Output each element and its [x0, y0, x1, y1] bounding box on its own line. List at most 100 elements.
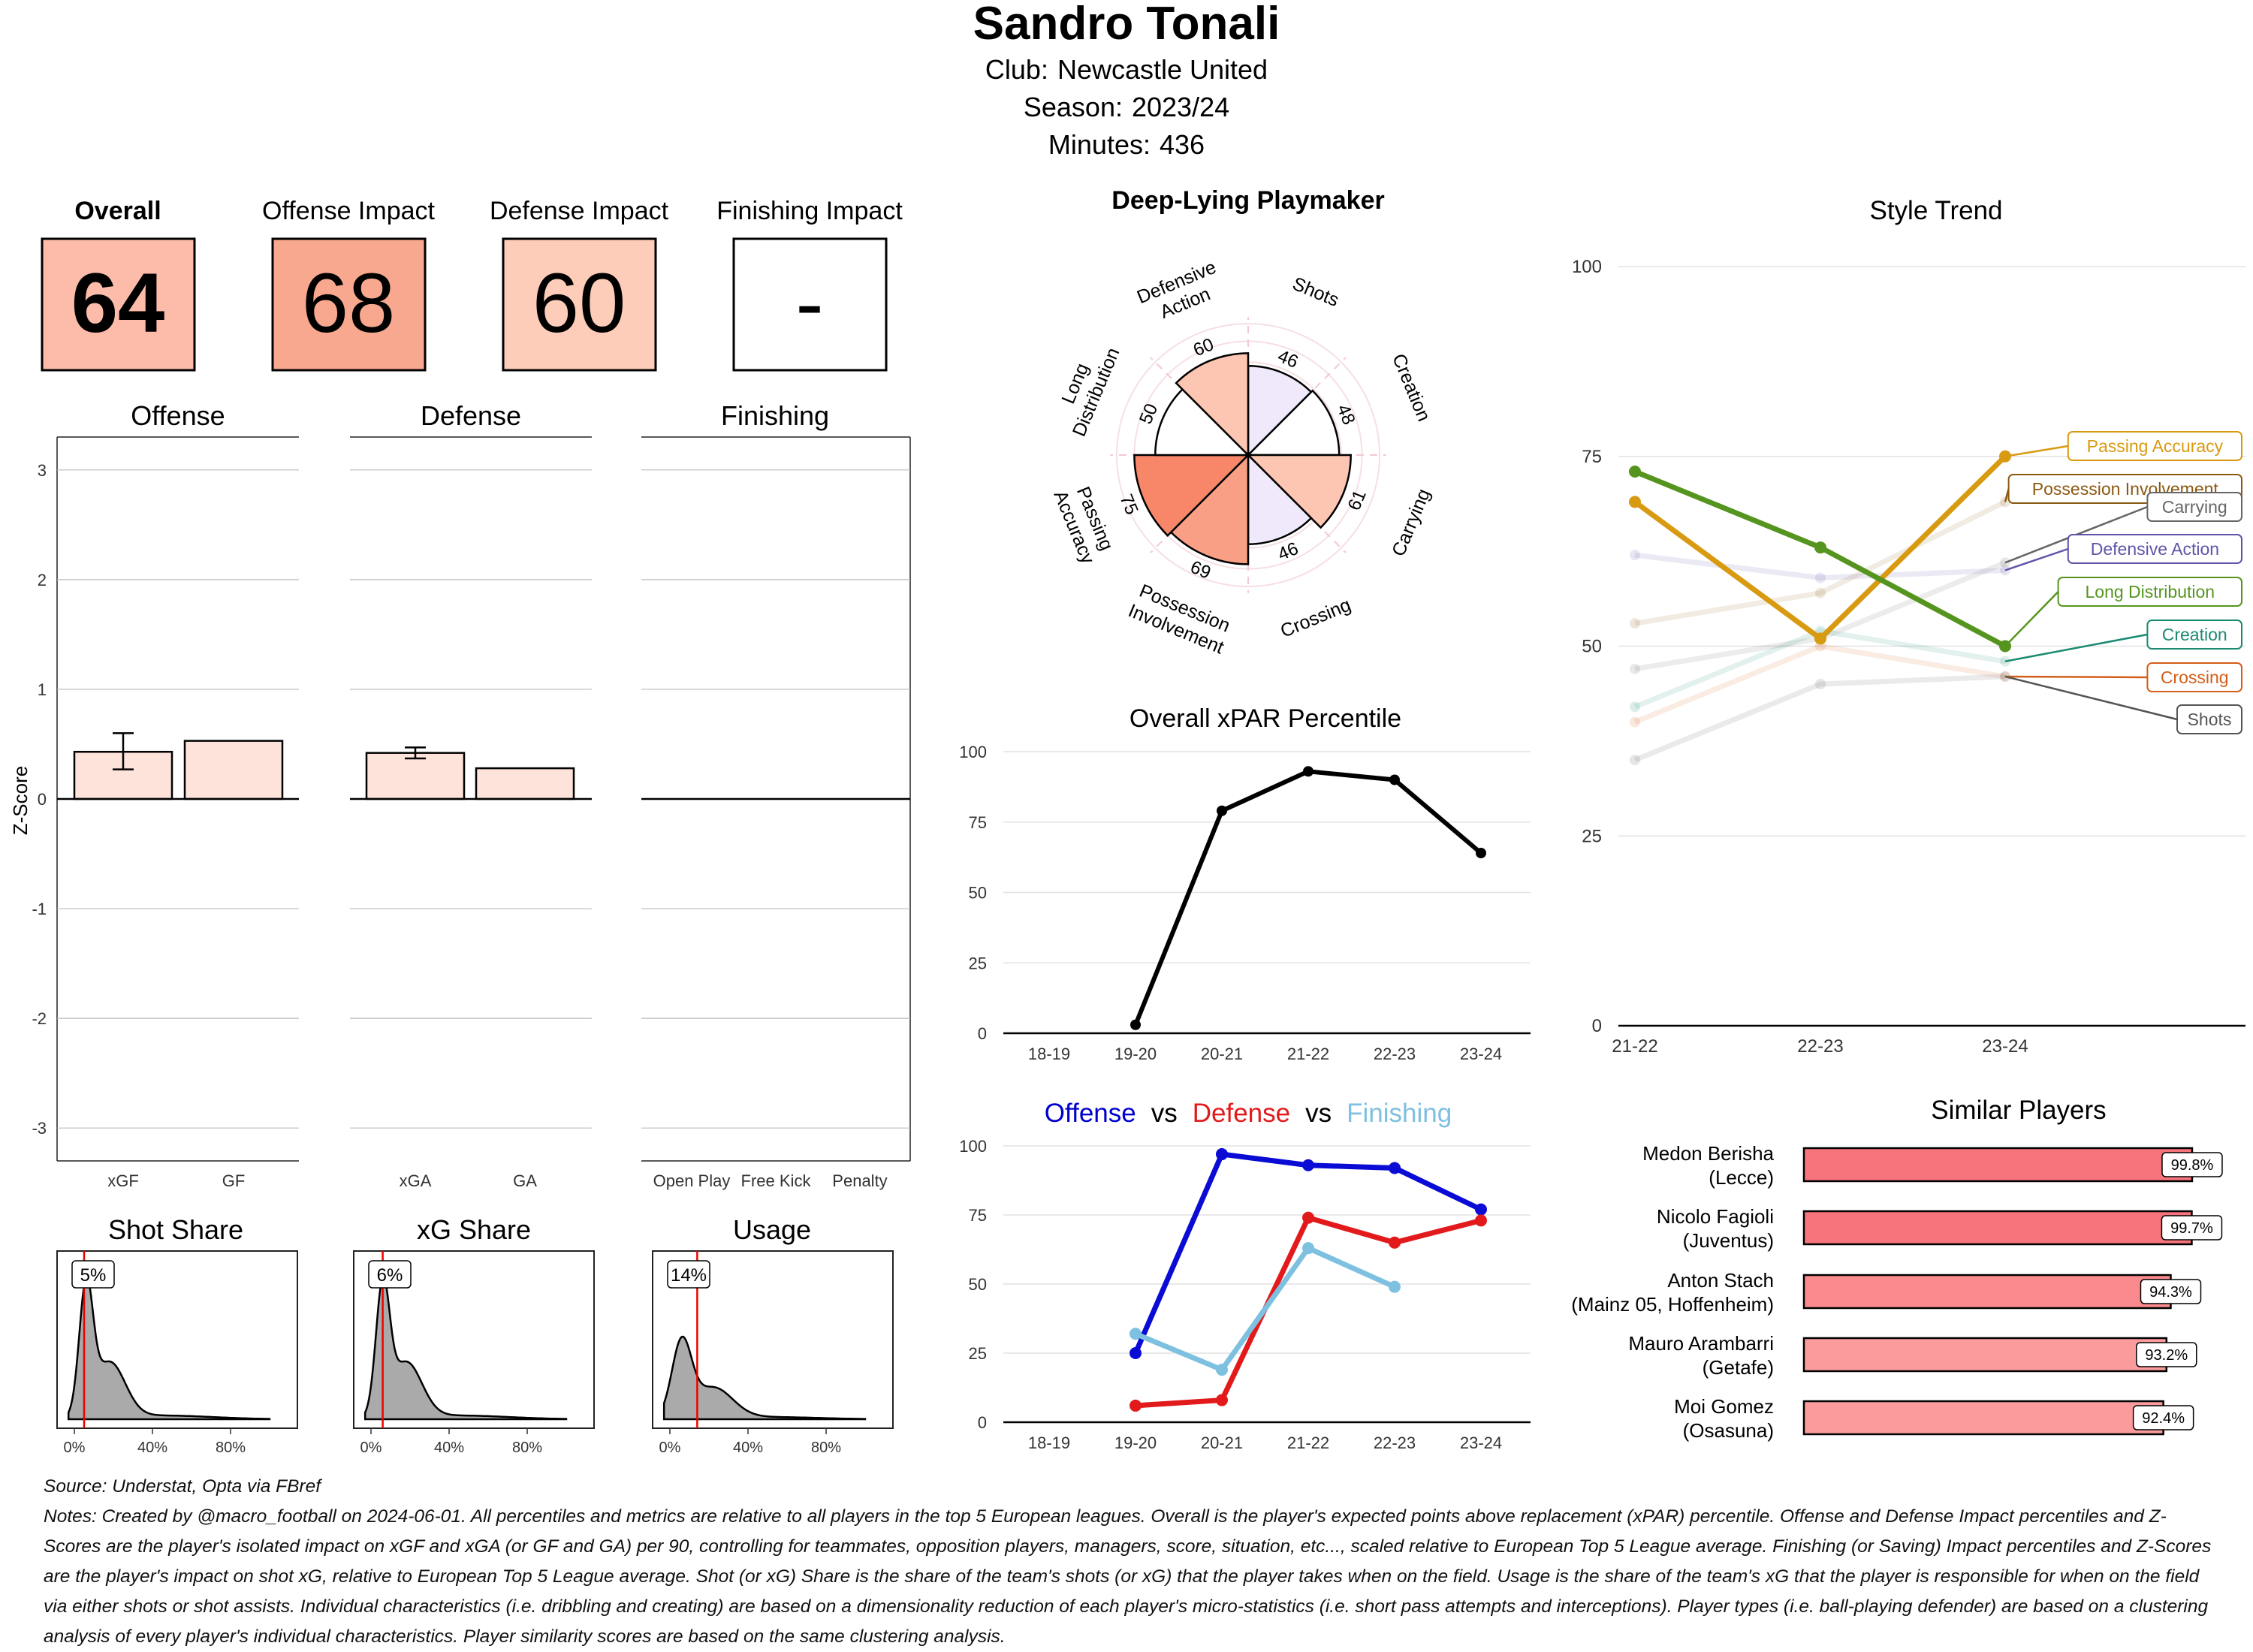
- style-line: [1633, 469, 2007, 649]
- similar-value-box: [2136, 1342, 2197, 1367]
- similar-value-label: 94.3%: [2149, 1284, 2192, 1301]
- zscore-xtick: Open Play: [653, 1171, 731, 1190]
- radar-value-label: 75: [1116, 491, 1142, 517]
- offense-panel-title: Offense: [131, 400, 225, 431]
- minutes-value: 436: [1160, 129, 1205, 160]
- ovd-line: [1134, 1245, 1396, 1373]
- radar-category-line: Carrying: [1388, 486, 1434, 559]
- impact-value-defense: 60: [532, 256, 626, 350]
- zscore-ytick: 1: [38, 680, 47, 699]
- ovd-point: [1302, 1211, 1314, 1224]
- style-trend-chart: Style Trend 0 25 50 75 100 21-22 22-23 23-24 Pas…: [1572, 196, 2245, 1057]
- ytick-label: 25: [1582, 826, 1602, 846]
- ytick-label: 0: [978, 1413, 987, 1432]
- xtick-label: 22-23: [1797, 1036, 1843, 1057]
- impact-box-overall-fill: [41, 237, 196, 372]
- distribution-xtick: 40%: [137, 1439, 167, 1456]
- impact-box-overall: Overall 64: [41, 197, 196, 372]
- impact-box-defense-fill: [502, 237, 657, 372]
- style-point: [1814, 541, 1826, 554]
- ovd-point: [1475, 1203, 1487, 1216]
- xtick-label: 19-20: [1114, 1433, 1157, 1452]
- zscore-xtick: GA: [513, 1171, 537, 1190]
- similar-player-name: Medon Berisha: [1642, 1142, 1774, 1165]
- similar-players-title: Similar Players: [1931, 1096, 2106, 1125]
- xtick-label: 18-19: [1028, 1433, 1070, 1452]
- style-line-faded: [1634, 552, 2006, 581]
- radar-value-label: 48: [1332, 402, 1359, 428]
- style-label-connector: [2004, 675, 2178, 721]
- style-label: Shots: [2188, 710, 2232, 729]
- style-label-box: [2146, 492, 2242, 522]
- xpar-title: Overall xPAR Percentile: [1130, 704, 1401, 733]
- zscore-axis-label: Z-Score: [9, 766, 32, 835]
- xtick-label: 21-22: [1612, 1036, 1657, 1057]
- ytick-label: 0: [1592, 1016, 1602, 1036]
- xpar-chart: Overall xPAR Percentile 0 25 50 75 100 18-19 1…: [959, 704, 1531, 1063]
- xpar-point: [1130, 1019, 1141, 1030]
- ytick-label: 25: [969, 1344, 987, 1363]
- style-label-box: [2146, 620, 2242, 650]
- xpar-point: [1476, 848, 1486, 858]
- style-label-connector: [2004, 591, 2059, 647]
- radar-wedge: [1133, 454, 1251, 537]
- ytick-label: 100: [959, 1137, 987, 1156]
- style-line-faded: [1633, 628, 2006, 710]
- ytick-label: 25: [969, 954, 987, 972]
- similar-value-label: 92.4%: [2142, 1410, 2185, 1427]
- similar-player-club: (Getafe): [1703, 1356, 1774, 1379]
- ytick-label: 75: [969, 1206, 987, 1225]
- impact-label-defense: Defense Impact: [490, 197, 669, 225]
- marker-label-box: [71, 1260, 115, 1289]
- style-label-connector: [2004, 633, 2148, 662]
- similar-player-name: Anton Stach: [1667, 1269, 1774, 1292]
- finishing-panel-title: Finishing: [721, 400, 829, 431]
- radar-value-label: 60: [1190, 334, 1217, 360]
- radar-wedge: [1247, 365, 1313, 458]
- radar-category-label: PossessionInvolvement: [1125, 579, 1235, 658]
- radar-category-label: Carrying: [1388, 486, 1434, 559]
- density-area: [363, 1275, 568, 1421]
- similar-bar: [1802, 1147, 2194, 1183]
- ytick-label: 50: [969, 1275, 987, 1294]
- ovd-title-finishing: Finishing: [1347, 1099, 1452, 1128]
- style-point-faded: [1630, 755, 1640, 766]
- style-point-faded: [1630, 550, 1640, 561]
- impact-box-offense: Offense Impact 68: [262, 197, 436, 372]
- distribution-frame: [652, 1250, 894, 1429]
- style-label-connector: [2004, 445, 2069, 457]
- radar-ring: [1116, 323, 1380, 587]
- style-line-faded: [1633, 674, 2006, 763]
- marker-label: 14%: [671, 1265, 707, 1286]
- ovd-point: [1389, 1162, 1401, 1174]
- impact-label-finishing: Finishing Impact: [716, 197, 903, 225]
- xtick-label: 23-24: [1460, 1045, 1502, 1063]
- ovd-title: Offense vs Defense vs Finishing: [1045, 1099, 1452, 1128]
- radar-category-line: Shots: [1289, 273, 1342, 311]
- xtick-label: 20-21: [1201, 1433, 1243, 1452]
- impact-value-offense: 68: [302, 256, 396, 350]
- similar-player-club: (Lecce): [1709, 1166, 1774, 1189]
- xtick-label: 21-22: [1287, 1433, 1329, 1452]
- ovd-point: [1130, 1328, 1142, 1340]
- season-value: 2023/24: [1132, 92, 1229, 122]
- radar-category-line: Creation: [1388, 351, 1434, 424]
- ovd-point: [1130, 1399, 1142, 1412]
- similar-value-box: [2161, 1152, 2223, 1177]
- ovd-title-offense: Offense: [1045, 1099, 1136, 1128]
- similar-value-box: [2132, 1405, 2194, 1430]
- radar-wedge: [1169, 452, 1250, 565]
- xpar-point: [1303, 766, 1313, 777]
- style-label-connector: [2004, 547, 2069, 571]
- style-trend-title: Style Trend: [1869, 196, 2002, 225]
- similar-player-name: Mauro Arambarri: [1628, 1332, 1774, 1355]
- similar-player-club: (Osasuna): [1683, 1419, 1774, 1442]
- marker-label-box: [368, 1260, 412, 1289]
- distribution-xtick: 80%: [512, 1439, 542, 1456]
- ovd-point: [1389, 1236, 1401, 1249]
- zscore-bar: [183, 740, 284, 800]
- zscore-ytick: 2: [38, 571, 47, 589]
- style-label: Creation: [2162, 625, 2227, 644]
- style-point-faded: [1815, 572, 1826, 583]
